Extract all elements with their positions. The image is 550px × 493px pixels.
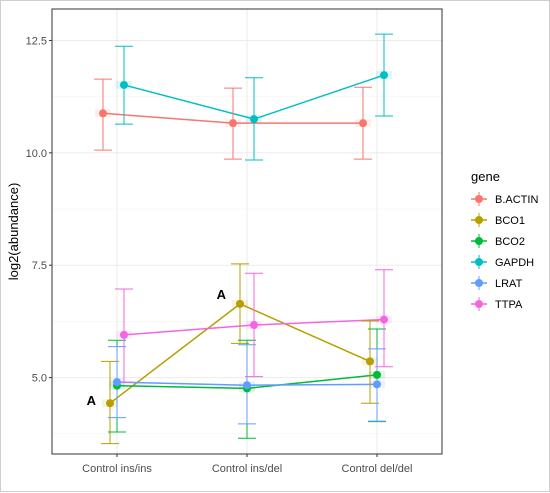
data-point	[373, 370, 381, 379]
data-point	[366, 357, 374, 366]
data-point	[243, 381, 251, 390]
x-tick-label: Control ins/del	[212, 463, 282, 475]
y-tick-label: 12.5	[26, 35, 47, 47]
y-tick-label: 5.0	[32, 373, 47, 385]
legend-label: LRAT	[495, 278, 523, 290]
data-point	[113, 378, 121, 387]
data-point	[120, 330, 128, 339]
legend-key-point	[475, 300, 483, 308]
legend-key-point	[475, 216, 483, 224]
data-point	[236, 299, 244, 308]
y-tick-label: 7.5	[32, 260, 47, 272]
legend-key-point	[475, 279, 483, 287]
data-point	[380, 71, 388, 80]
annotation-label: A	[87, 393, 97, 408]
data-point	[250, 115, 258, 124]
legend-title: gene	[471, 169, 500, 184]
data-point	[120, 80, 128, 89]
legend-key-point	[475, 195, 483, 203]
legend-key-point	[475, 237, 483, 245]
legend-label: B.ACTIN	[495, 194, 538, 206]
data-point	[250, 320, 258, 329]
legend-label: BCO2	[495, 236, 525, 248]
annotation-label: A	[217, 287, 227, 302]
data-point	[106, 399, 114, 408]
y-axis-title: log2(abundance)	[6, 183, 21, 281]
legend-label: BCO1	[495, 215, 525, 227]
data-point	[229, 119, 237, 128]
legend-key-point	[475, 258, 483, 266]
y-tick-label: 10.0	[26, 148, 47, 160]
legend-label: GAPDH	[495, 257, 534, 269]
data-point	[373, 380, 381, 389]
data-point	[99, 109, 107, 118]
legend-label: TTPA	[495, 299, 523, 311]
data-point	[380, 315, 388, 324]
x-tick-label: Control del/del	[342, 463, 413, 475]
x-tick-label: Control ins/ins	[82, 463, 152, 475]
data-point	[359, 119, 367, 128]
